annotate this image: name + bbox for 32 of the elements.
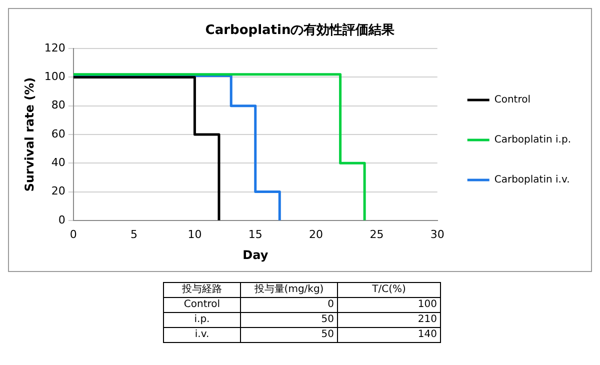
y-tick-label: 80 [51,98,66,112]
data-label: 50 [240,328,338,342]
text: 投与経路 [164,282,240,298]
x-tick-label: 15 [248,228,262,241]
data-label: 140 [338,328,440,342]
y-tick-label: 40 [51,156,66,169]
data-label: 210 [338,312,440,328]
x-tick-label: 20 [309,228,324,241]
y-tick-label: 120 [44,41,66,54]
text: T/C(%) [338,282,440,298]
y-tick-label: 20 [51,184,66,198]
data-label: 0 [240,298,338,312]
x-tick-label: 30 [430,228,444,241]
text: 投与量(mg/kg) [240,282,338,298]
legend-label: Control [494,94,531,106]
legend-label: Carboplatin i.v. [494,174,570,186]
x-tick-label: 25 [370,228,384,241]
y-axis-title: Survival rate (%) [22,77,36,192]
y-tick-label: 100 [44,70,66,84]
category-label: i.p. [164,312,240,328]
x-axis-title: Day [242,248,268,262]
category-label: i.v. [164,328,240,342]
legend-label: Carboplatin i.p. [494,134,571,146]
x-tick-label: 0 [70,228,77,241]
y-tick-label: 60 [51,127,66,140]
x-tick-label: 10 [188,228,202,241]
category-label: Control [164,298,240,312]
data-label: 50 [240,312,338,328]
x-tick-label: 5 [130,228,138,241]
y-tick-label: 0 [58,213,66,226]
data-label: 100 [338,298,440,312]
chart-title: Carboplatinの有効性評価結果 [205,22,396,38]
